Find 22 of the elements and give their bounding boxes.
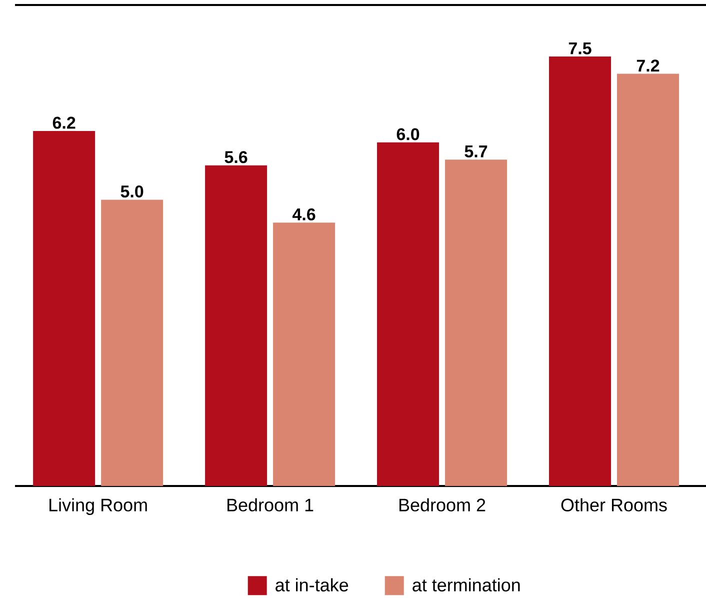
bar — [101, 200, 164, 486]
data-label: 6.0 — [396, 128, 420, 140]
bar — [617, 74, 679, 486]
data-label: 4.6 — [292, 208, 316, 220]
x-tick-label: Living Room — [50, 498, 147, 515]
bar — [549, 56, 611, 486]
legend-label: at in-take — [276, 578, 348, 592]
data-label: 5.7 — [464, 146, 488, 158]
x-tick-label: Other Rooms — [561, 498, 667, 512]
bar — [273, 222, 336, 486]
data-label: 5.0 — [120, 185, 144, 198]
bar — [205, 165, 268, 486]
legend-label: at termination — [412, 578, 520, 592]
bar — [33, 130, 96, 486]
data-label: 6.2 — [52, 116, 76, 129]
data-label: 5.6 — [224, 151, 248, 164]
data-label: 7.5 — [568, 42, 592, 54]
x-tick-label: Bedroom 2 — [399, 498, 486, 512]
x-tick-label: Bedroom 1 — [228, 498, 314, 512]
bar — [445, 160, 508, 486]
data-label: 7.2 — [636, 60, 660, 72]
bar — [377, 142, 440, 486]
